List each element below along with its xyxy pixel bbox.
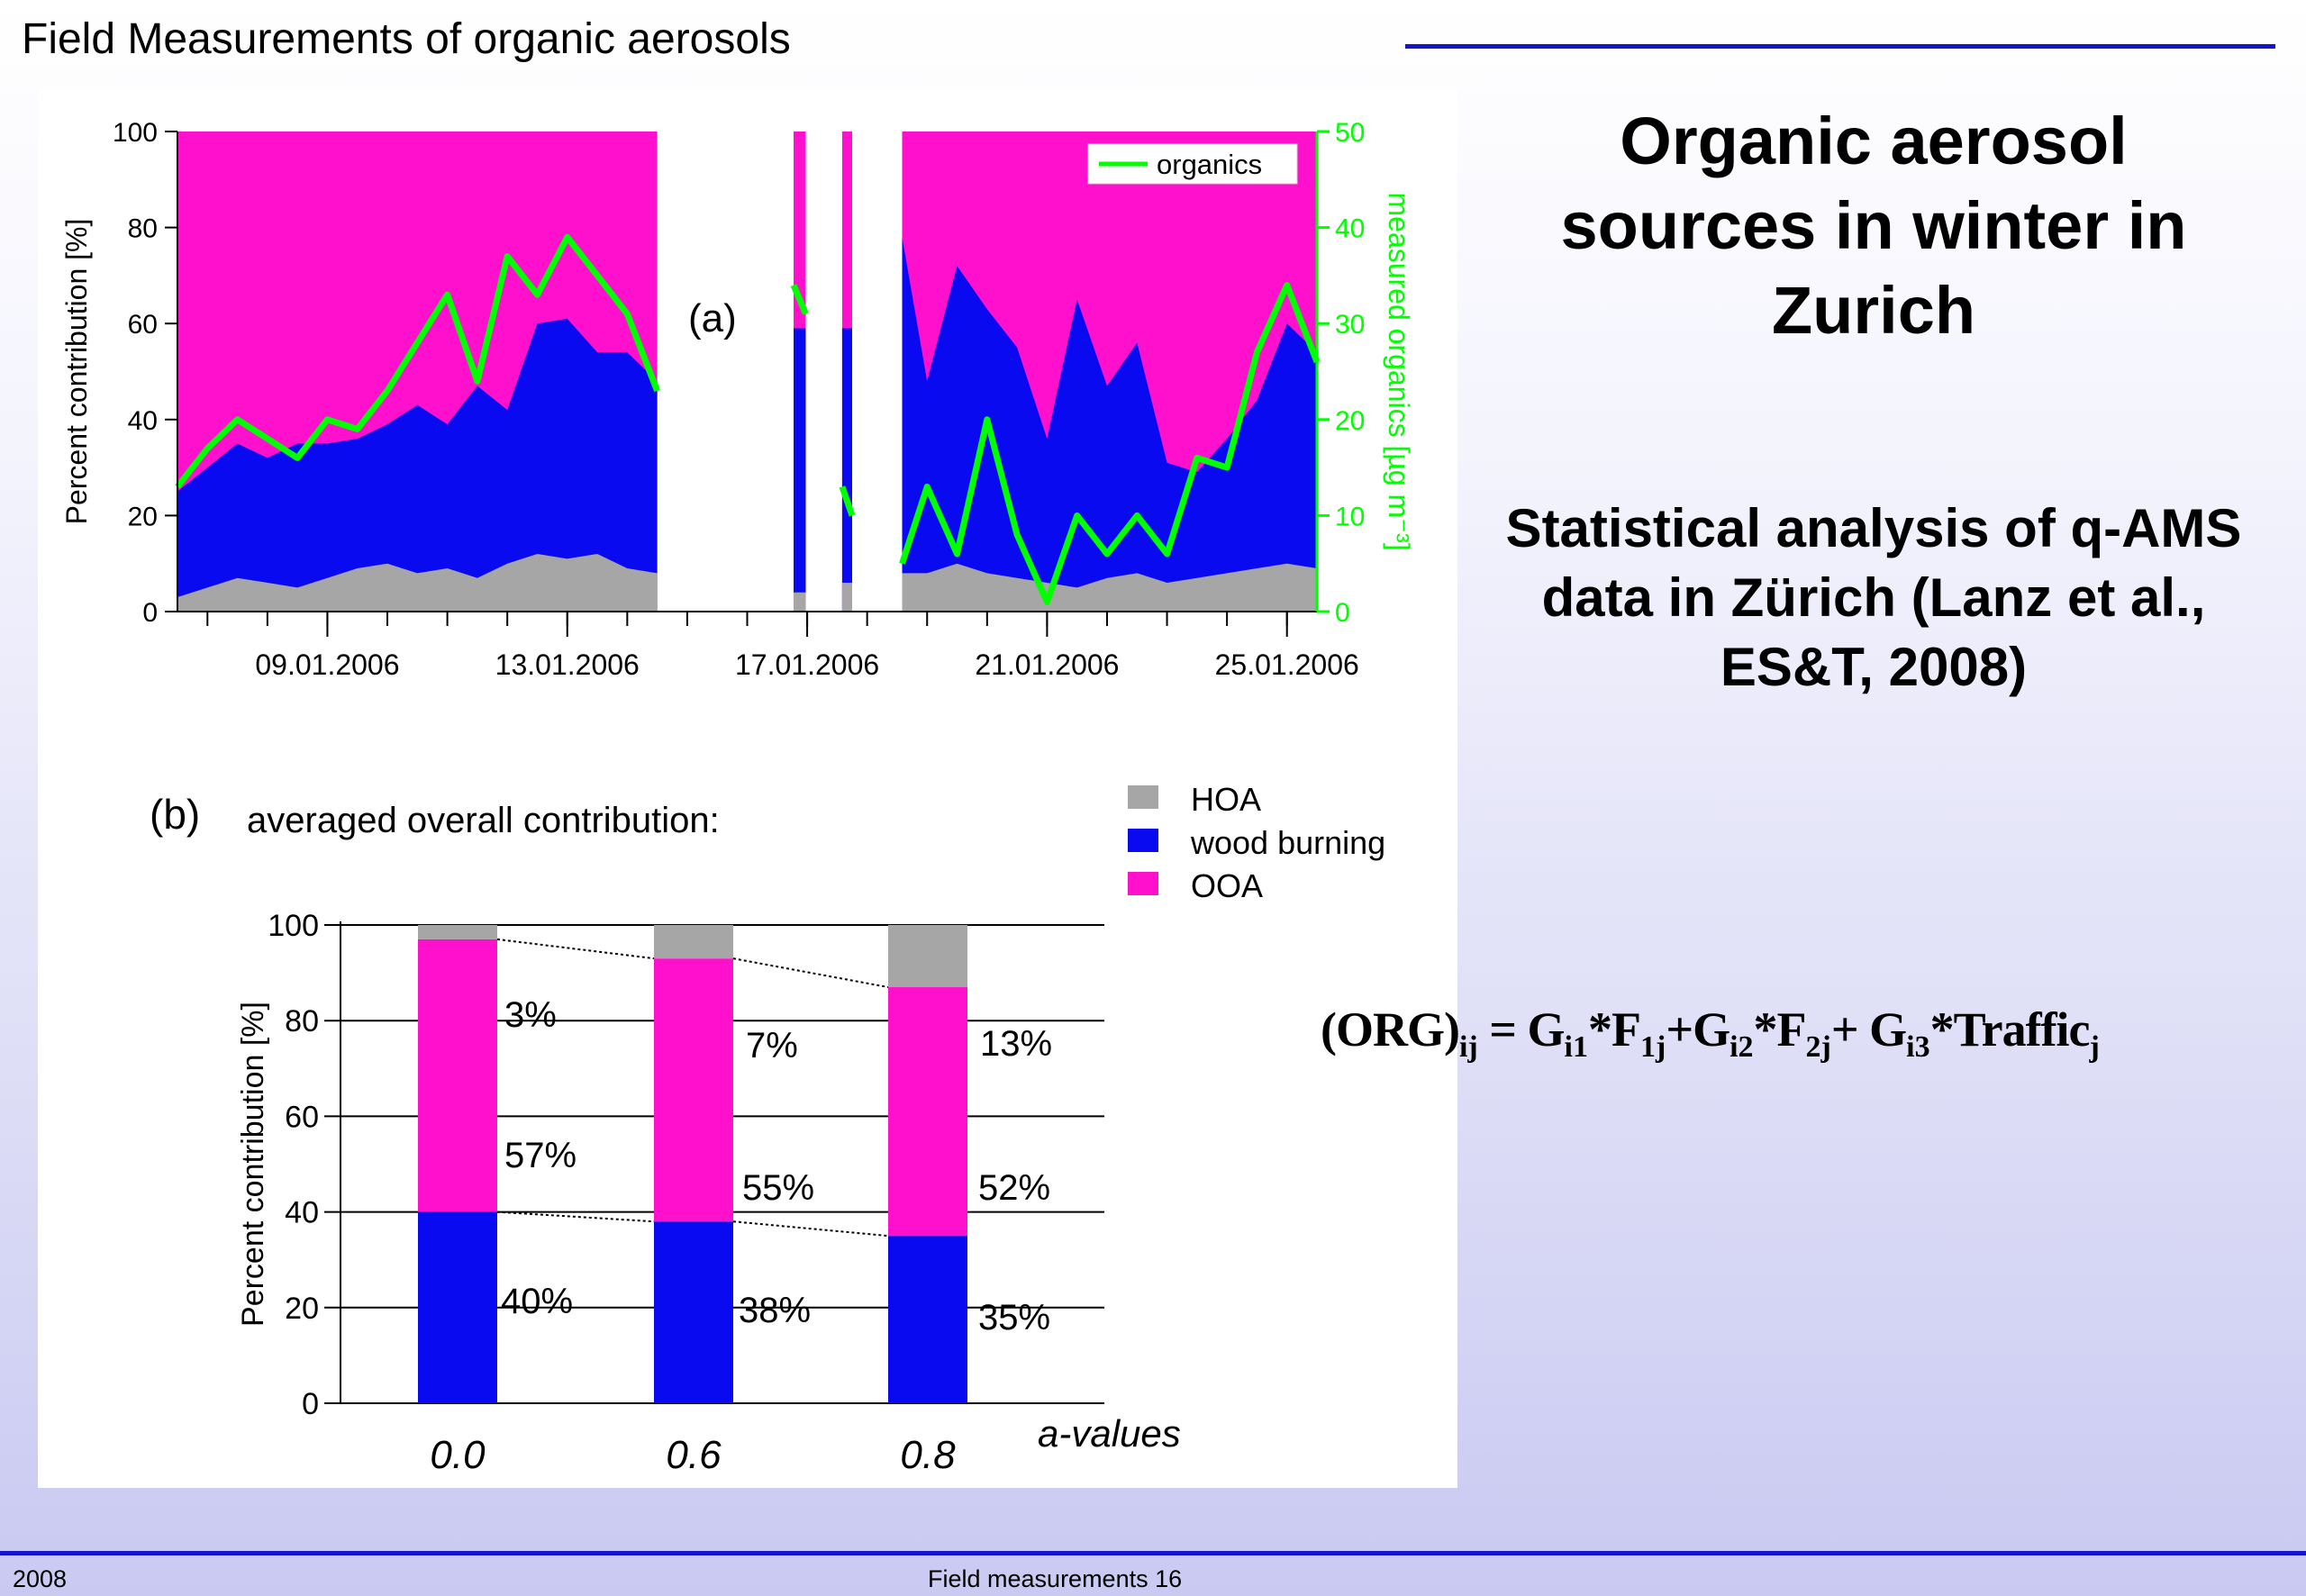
legend-a-label-organics: organics <box>1157 149 1262 180</box>
legend-b-label-wood-burning: wood burning <box>1190 824 1385 861</box>
y-tick-label-b: 40 <box>285 1196 319 1230</box>
equation-part: ij <box>1458 1030 1478 1064</box>
pmf-equation: (ORG)ij = Gi1*F1j+Gi2*F2j+ Gi3*Trafficj <box>1321 1002 2100 1065</box>
organics-line-segment-3 <box>899 282 1321 605</box>
y-tick-label-a: 40 <box>128 406 158 436</box>
connector-b <box>496 938 655 960</box>
bar-value-label-b: 35% <box>978 1298 1050 1338</box>
bar-OOA-0.0 <box>418 939 497 1212</box>
hoa-area-segment-3 <box>902 563 1317 612</box>
organics-line-segment-0 <box>175 233 660 489</box>
y-tick-label-b: 60 <box>285 1100 319 1134</box>
y-tick-label-b: 20 <box>285 1292 319 1326</box>
y-tick-label-b: 0 <box>302 1387 319 1421</box>
hoa-area-segment-0 <box>177 554 658 612</box>
chart-title-b: averaged overall contribution: <box>247 801 720 840</box>
y2-tick-label-a: 40 <box>1335 214 1365 244</box>
x-category-label-b: 0.0 <box>430 1433 486 1477</box>
equation-part: 1j <box>1639 1030 1666 1064</box>
bar-value-label-b: 38% <box>739 1291 811 1330</box>
slide-header-title: Field Measurements of organic aerosols <box>22 15 791 63</box>
bar-value-label-b: 40% <box>501 1282 573 1321</box>
x-tick-label-a: 13.01.2006 <box>495 648 640 681</box>
bar-wood-burning-0.8 <box>888 1236 967 1403</box>
bar-OOA-0.6 <box>654 958 733 1222</box>
bar-wood-burning-0.0 <box>418 1211 497 1403</box>
bar-value-label-b: 7% <box>746 1026 798 1066</box>
y-tick-label-a: 80 <box>128 214 158 244</box>
x-tick-label-a: 17.01.2006 <box>735 648 879 681</box>
bar-value-label-b: 55% <box>742 1168 814 1208</box>
equation-part: i1 <box>1564 1030 1588 1064</box>
y-tick-label-a: 0 <box>142 598 158 628</box>
connector-b <box>732 957 889 989</box>
equation-part: = G <box>1477 1002 1565 1056</box>
wood-burning-area-segment-0 <box>177 318 658 612</box>
wood-burning-area-segment-3 <box>902 237 1317 612</box>
footer-page-label: Field measurements 16 <box>928 1565 1183 1592</box>
bar-HOA-0.0 <box>418 925 497 939</box>
x-category-label-b: 0.6 <box>666 1433 722 1477</box>
organics-line-segment-2 <box>839 485 856 517</box>
y-tick-label-b: 100 <box>268 909 319 943</box>
footer-year: 2008 <box>13 1565 68 1592</box>
bar-value-label-b: 3% <box>504 995 557 1035</box>
bar-HOA-0.8 <box>888 925 967 988</box>
y-tick-label-a: 100 <box>113 118 158 148</box>
footer-divider <box>0 1551 2306 1555</box>
equation-part: i3 <box>1906 1030 1930 1064</box>
legend-b-swatch-HOA <box>1128 785 1158 809</box>
equation-part: (ORG) <box>1321 1002 1460 1056</box>
panel-label-a: (a) <box>688 296 737 340</box>
y-tick-label-b: 80 <box>285 1004 319 1038</box>
connector-b <box>732 1220 889 1238</box>
equation-part: *F <box>1753 1002 1807 1056</box>
y2-tick-label-a: 10 <box>1335 502 1365 531</box>
bar-value-label-b: 57% <box>504 1136 576 1175</box>
equation-part: +G <box>1666 1002 1730 1056</box>
equation-part: *Traffic <box>1929 1002 2091 1056</box>
equation-part: *F <box>1587 1002 1641 1056</box>
equation-part: j <box>2089 1030 2100 1064</box>
y2-tick-label-a: 30 <box>1335 310 1365 340</box>
bar-value-label-b: 52% <box>978 1168 1050 1208</box>
bar-value-label-b: 13% <box>980 1024 1052 1064</box>
wood-burning-area-segment-2 <box>841 328 852 612</box>
hoa-area-segment-1 <box>794 592 806 612</box>
legend-b-label-HOA: HOA <box>1191 781 1261 818</box>
panel-label-b: (b) <box>150 791 200 838</box>
x-axis-title-b: a-values <box>1038 1412 1181 1455</box>
y2-tick-label-a: 20 <box>1335 406 1365 436</box>
organics-line-segment-1 <box>790 284 809 315</box>
legend-b-swatch-wood-burning <box>1128 829 1158 852</box>
equation-part: + G <box>1830 1002 1907 1056</box>
header-divider <box>1405 44 2275 49</box>
charts-svg: 0 20 40 60 80 100 0 10 20 30 40 50 09.01.2006 13.01.2… <box>60 118 1415 1477</box>
equation-part: 2j <box>1805 1030 1831 1064</box>
x-tick-label-a: 21.01.2006 <box>975 648 1119 681</box>
bar-OOA-0.8 <box>888 987 967 1237</box>
equation-part: i2 <box>1730 1030 1754 1064</box>
bar-wood-burning-0.6 <box>654 1221 733 1403</box>
y2-tick-label-a: 0 <box>1335 598 1350 628</box>
subtitle: Statistical analysis of q-AMS data in Zü… <box>1505 498 2242 697</box>
x-category-label-b: 0.8 <box>900 1433 956 1477</box>
connector-b <box>496 1211 655 1223</box>
legend-b-label-OOA: OOA <box>1191 867 1263 904</box>
y-axis-title-b: Percent contribution [%] <box>236 1002 270 1327</box>
y-tick-label-a: 60 <box>128 310 158 340</box>
y2-axis-title-a: measured organics [µg m⁻³] <box>1383 192 1415 550</box>
hoa-area-segment-2 <box>841 583 852 612</box>
y-tick-label-a: 20 <box>128 502 158 531</box>
bar-HOA-0.6 <box>654 925 733 959</box>
y-axis-title-a: Percent contribution [%] <box>60 219 93 525</box>
x-tick-label-a: 25.01.2006 <box>1215 648 1359 681</box>
wood-burning-area-segment-1 <box>794 328 806 612</box>
y2-tick-label-a: 50 <box>1335 118 1365 148</box>
x-tick-label-a: 09.01.2006 <box>255 648 399 681</box>
figure-panel: 0 20 40 60 80 100 0 10 20 30 40 50 09.01.2006 13.01.2… <box>38 90 1457 1488</box>
legend-b-swatch-OOA <box>1128 872 1158 895</box>
main-title: Organic aerosol sources in winter in Zur… <box>1560 104 2187 348</box>
